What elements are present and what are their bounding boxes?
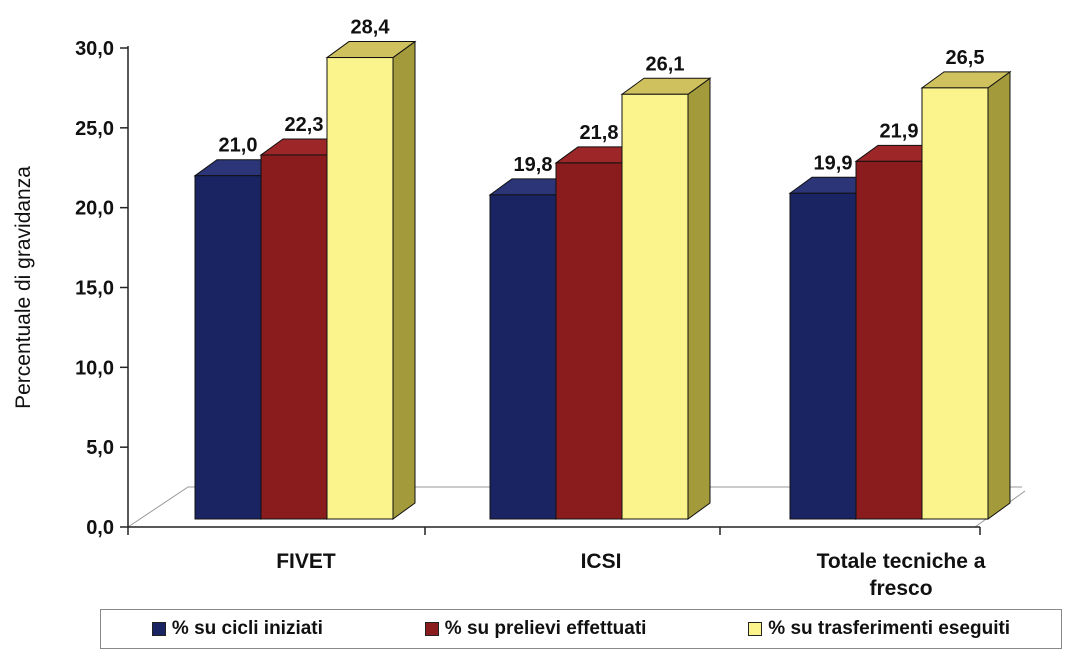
legend-label: % su prelievi effettuati [444, 618, 647, 639]
bar [489, 194, 557, 520]
data-label: 19,9 [814, 152, 853, 174]
data-label: 26,1 [646, 53, 685, 75]
bar [921, 87, 989, 520]
x-tick-label: FIVET [276, 550, 336, 573]
y-tick-label: 5,0 [86, 437, 114, 459]
bar-side [987, 70, 1011, 520]
data-label: 28,4 [351, 17, 391, 39]
legend-item: % su trasferimenti eseguiti [748, 618, 1010, 640]
legend: % su cicli iniziati % su prelievi effettu… [100, 609, 1062, 649]
bar-side [392, 40, 416, 520]
y-axis-label: Percentuale di gravidanza [12, 166, 35, 409]
y-tick-label: 30,0 [75, 38, 114, 60]
y-tick-label: 15,0 [75, 278, 114, 300]
bar [194, 175, 262, 520]
legend-label: % su cicli iniziati [171, 618, 323, 639]
legend-item: % su cicli iniziati [151, 618, 323, 640]
y-tick-label: 20,0 [75, 198, 114, 220]
data-label: 21,9 [880, 120, 919, 142]
y-tick-label: 25,0 [75, 118, 114, 140]
data-label: 21,0 [219, 135, 258, 157]
bar-side [687, 77, 711, 520]
x-tick-label: ICSI [581, 550, 622, 573]
legend-label: % su trasferimenti eseguiti [768, 618, 1011, 639]
bar [555, 162, 623, 520]
x-tick-label: Totale tecniche a [817, 550, 986, 573]
bar [621, 93, 689, 520]
bar [789, 192, 857, 520]
bar [260, 154, 328, 520]
data-label: 22,3 [285, 114, 324, 136]
data-label: 21,8 [580, 122, 619, 144]
bar-chart: 0,0 5,0 10,0 15,0 20,0 25,0 30,0 Percentuale di… [12, 17, 1026, 600]
legend-swatch [424, 622, 439, 636]
bar [855, 160, 923, 520]
y-tick-label: 10,0 [75, 357, 114, 379]
legend-swatch [151, 622, 166, 636]
x-tick-label: fresco [869, 577, 932, 600]
legend-swatch [748, 622, 763, 636]
y-tick-label: 0,0 [86, 517, 114, 539]
data-label: 19,8 [514, 154, 553, 176]
data-label: 26,5 [946, 47, 985, 69]
legend-item: % su prelievi effettuati [424, 618, 647, 640]
bar [326, 57, 394, 520]
